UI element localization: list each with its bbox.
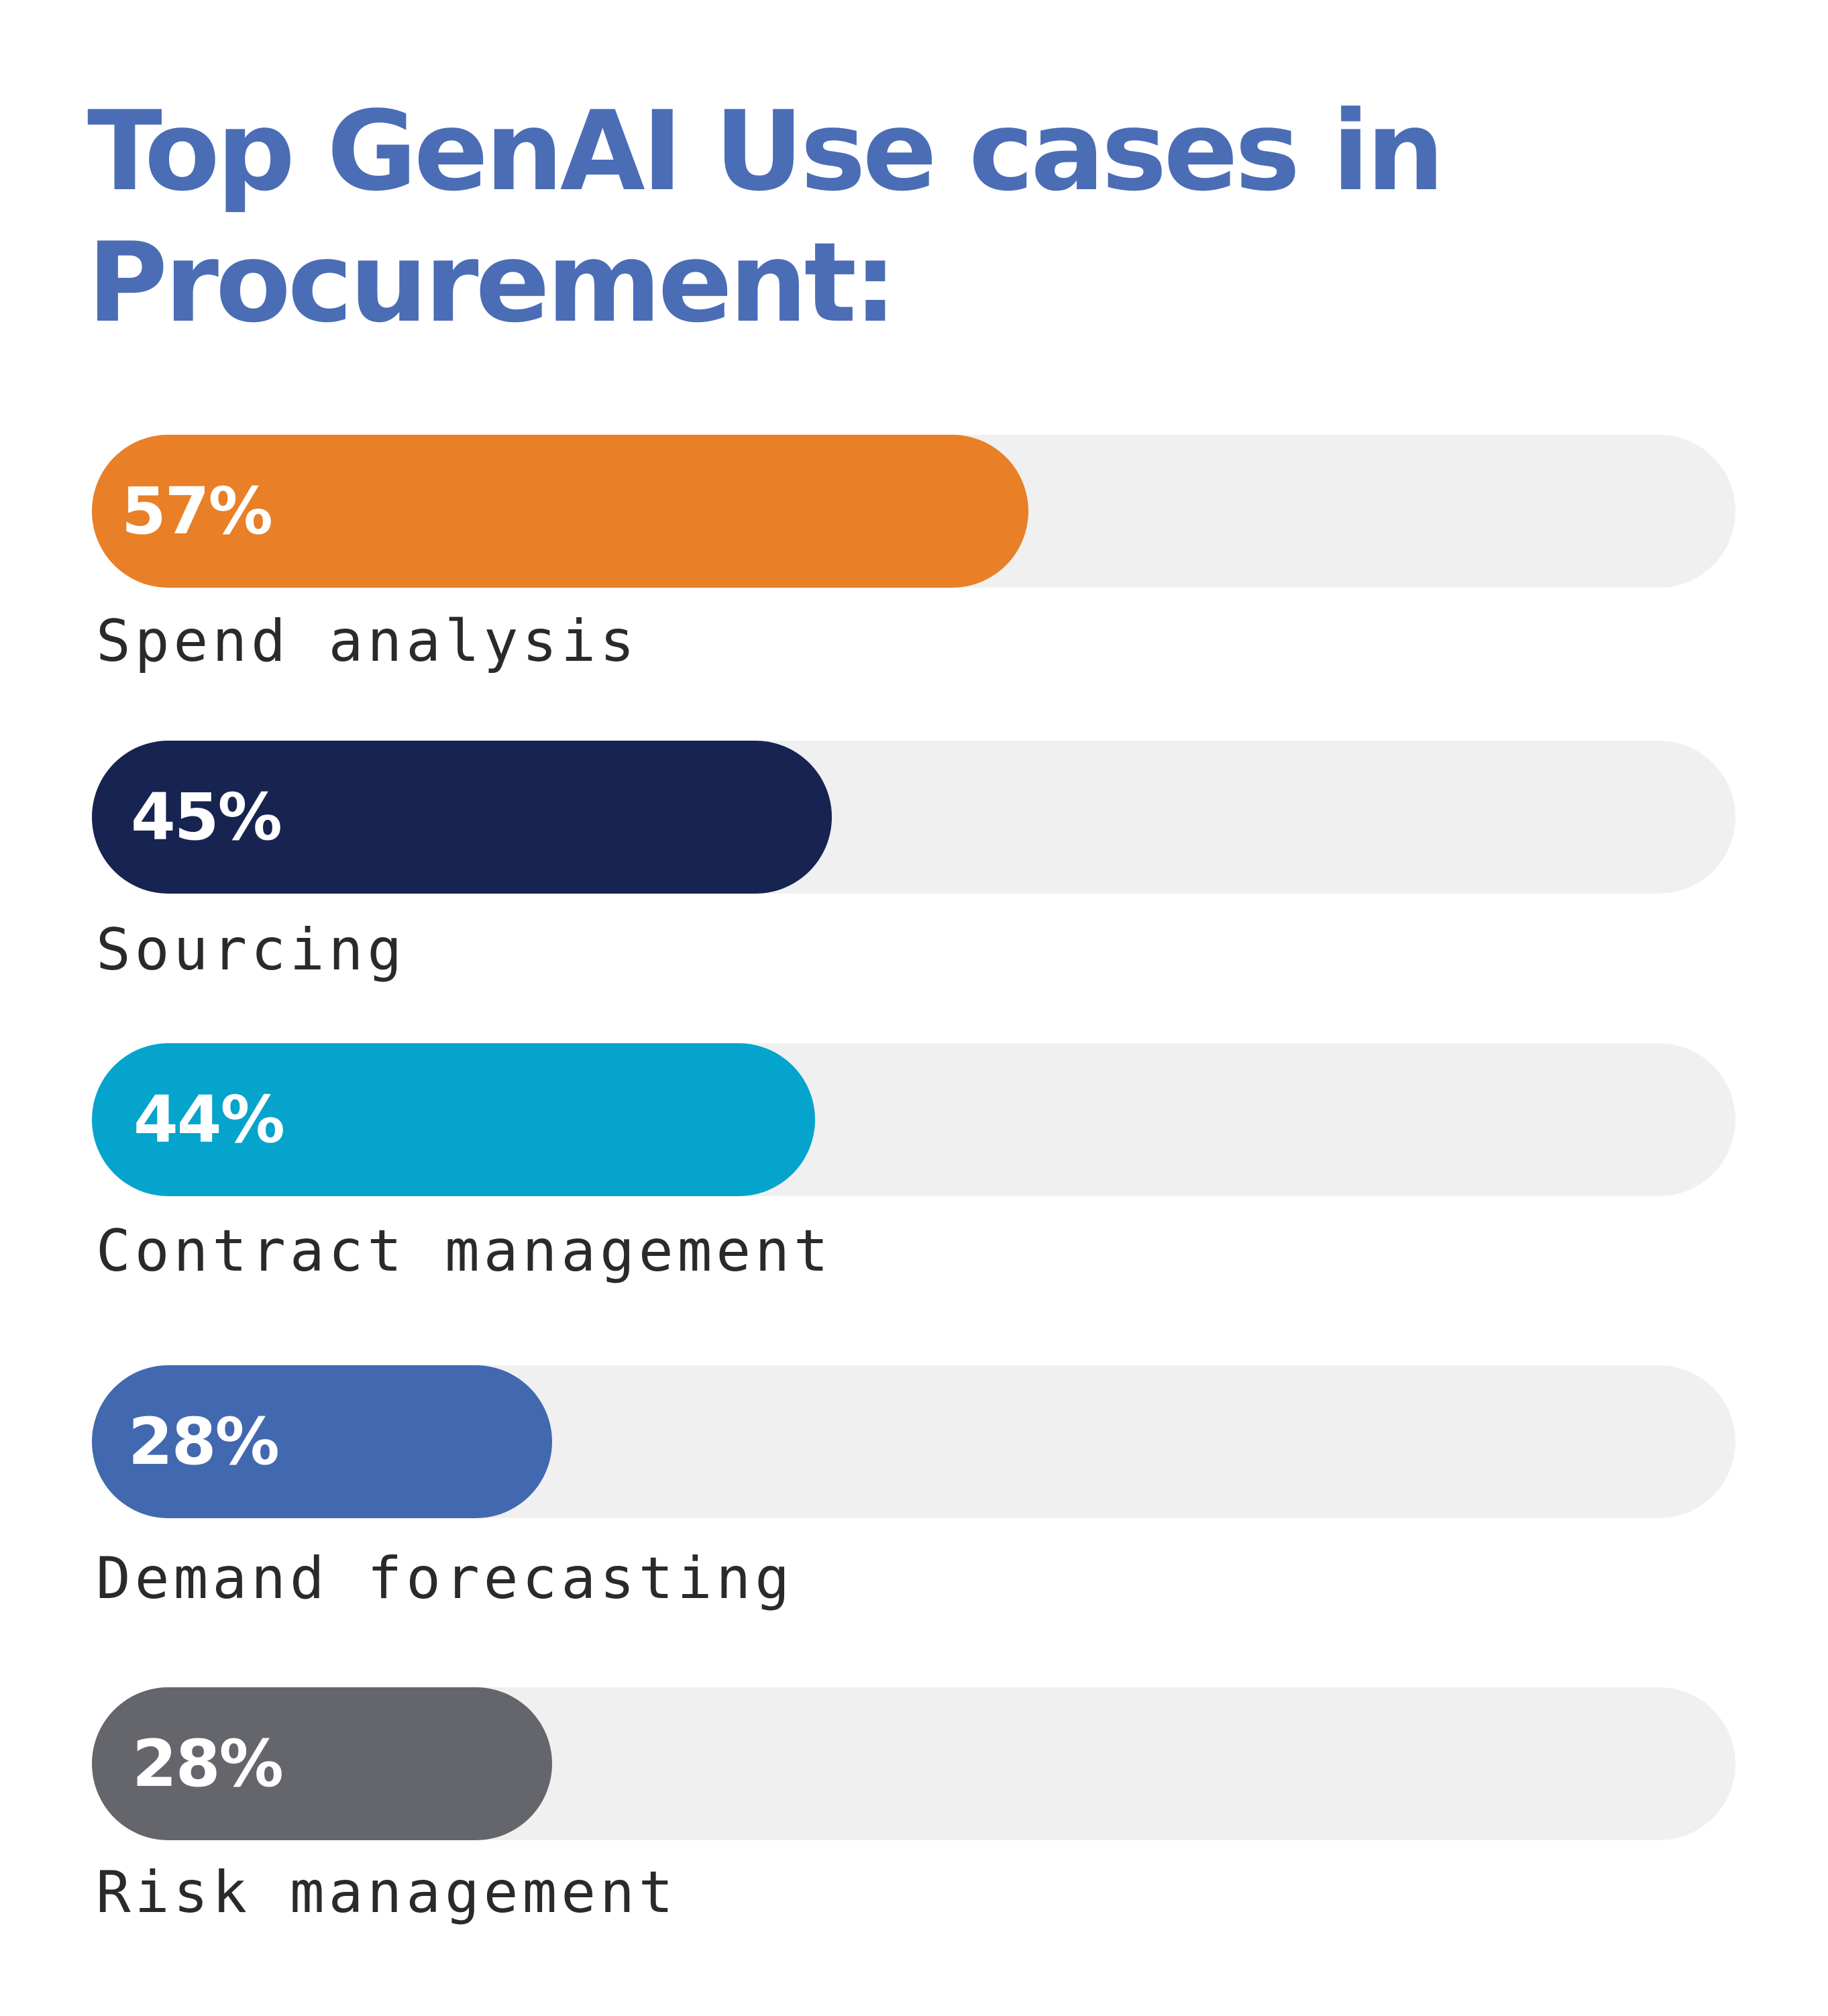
bar: 57% [92, 435, 1028, 588]
category-label: Demand forecasting [96, 1545, 794, 1612]
data-label: 45% [131, 780, 282, 855]
category-label: Risk management [96, 1859, 678, 1926]
data-label: 28% [132, 1726, 284, 1801]
chart-title: Top GenAI Use cases in Procurement: [87, 87, 1444, 347]
bar-track: 57% [92, 435, 1735, 588]
data-label: 44% [133, 1082, 285, 1157]
bar: 44% [92, 1043, 815, 1196]
category-label: Contract management [96, 1218, 832, 1285]
bar-track: 44% [92, 1043, 1735, 1196]
bar: 28% [92, 1365, 552, 1518]
category-label: Sourcing [96, 916, 407, 984]
category-label: Spend analysis [96, 608, 639, 675]
data-label: 57% [121, 474, 273, 549]
data-label: 28% [128, 1404, 280, 1479]
bar-track: 28% [92, 1687, 1735, 1840]
bar: 45% [92, 741, 832, 894]
bar: 28% [92, 1687, 552, 1840]
bar-track: 28% [92, 1365, 1735, 1518]
bar-track: 45% [92, 741, 1735, 894]
